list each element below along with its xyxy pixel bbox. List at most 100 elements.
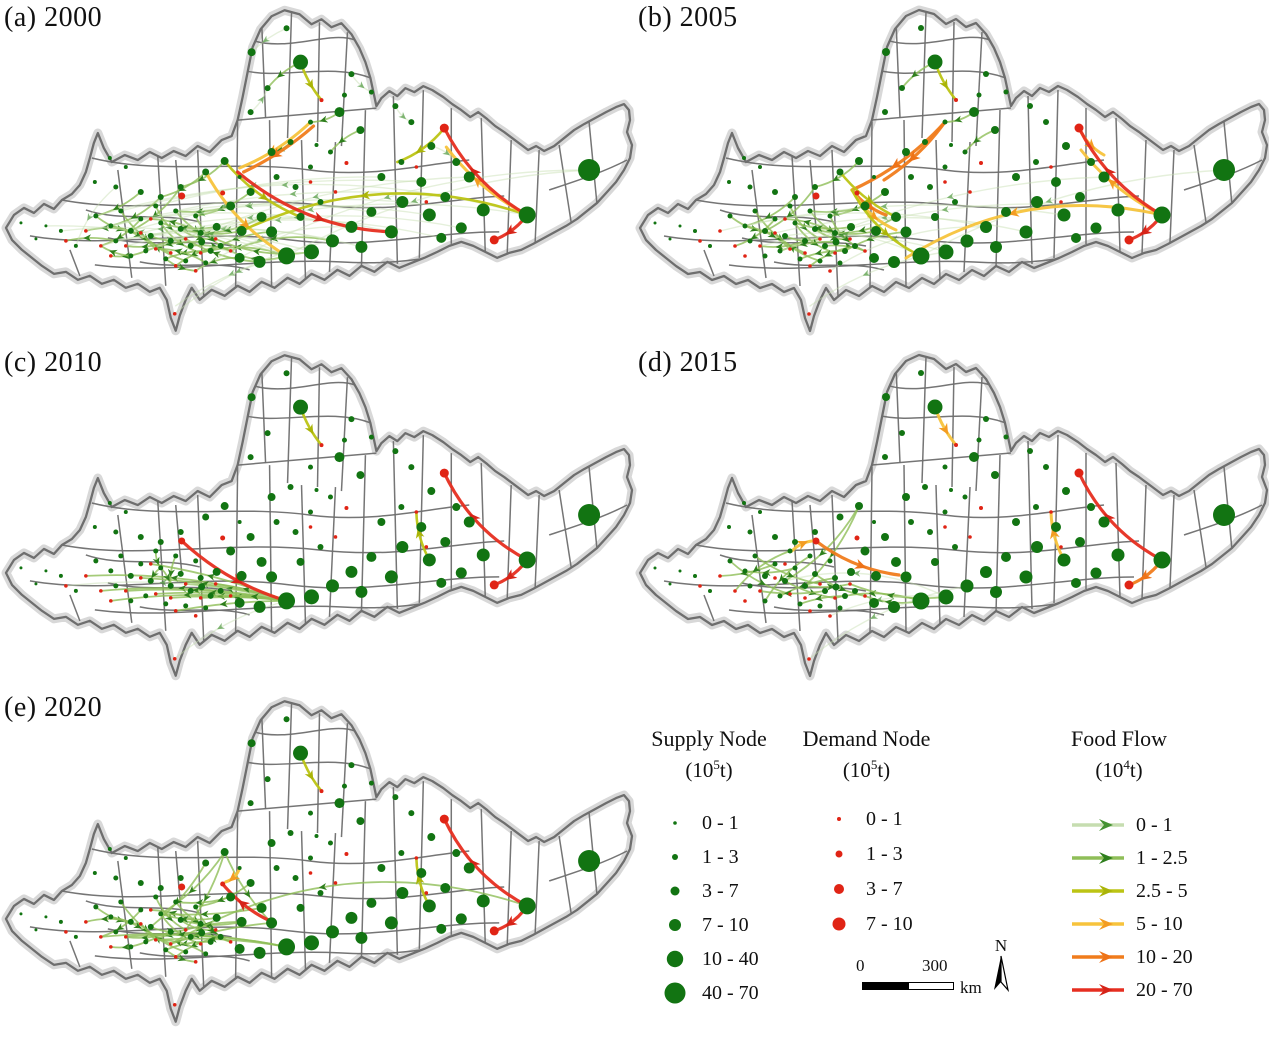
supply-node [308,164,314,170]
demand-node [84,229,88,233]
demand-node [1124,235,1134,245]
legend-flow-class-3-symbol [1072,918,1124,930]
supply-node [1027,103,1033,109]
supply-node [348,71,355,78]
supply-node [1087,158,1095,166]
supply-node [416,521,427,532]
supply-node [73,243,78,248]
demand-node [807,657,811,661]
supply-node [73,934,78,939]
supply-node [292,183,299,190]
supply-node [44,224,48,228]
supply-node [912,592,930,610]
legend-demand-class-1-label: 1 - 3 [866,842,903,865]
supply-node [384,916,398,930]
panel-label-2000: (a) 2000 [4,2,103,33]
supply-node [107,501,112,506]
supply-node [327,840,333,846]
supply-node [177,528,184,535]
supply-node [752,208,758,214]
demand-node [1059,545,1063,549]
demand-node [954,98,958,102]
supply-node [852,588,858,594]
legend-flow-class-3-label: 5 - 10 [1136,912,1183,935]
supply-node [127,572,134,579]
supply-node [1033,504,1039,510]
supply-node [1051,522,1061,532]
demand-node [308,525,313,529]
supply-node [128,253,134,259]
demand-node [863,594,867,598]
supply-node [869,598,879,608]
supply-node [427,487,436,496]
supply-node [143,248,149,254]
demand-node [833,251,837,255]
supply-node [384,225,398,239]
supply-node [1071,233,1081,243]
demand-node [228,940,233,944]
supply-node [377,517,386,526]
supply-node [827,558,833,564]
legend-supply-class-4-symbol [666,950,684,968]
demand-node [758,244,762,248]
supply-node [246,878,255,887]
supply-node [247,800,254,807]
supply-node [949,143,953,147]
supply-node [416,176,427,187]
supply-node [463,516,475,528]
supply-node [969,107,979,117]
supply-node [812,571,818,577]
supply-node [842,593,848,599]
supply-node [871,571,881,581]
supply-node [317,198,324,205]
supply-node [837,605,843,611]
demand-node [439,468,449,478]
demand-node [439,814,449,824]
supply-node [183,949,189,955]
supply-node [1057,208,1071,222]
supply-node [203,605,209,611]
supply-node [237,519,242,524]
demand-node [743,599,747,603]
supply-node [396,886,409,899]
panel-2020: (e) 2020 [0,690,637,1037]
legend-demand-class-3-symbol [832,917,846,931]
supply-node [990,586,1002,598]
demand-node [319,98,324,103]
demand-node [758,589,762,593]
supply-node [368,780,374,786]
supply-node [377,863,386,872]
supply-node [742,568,748,574]
supply-node [792,565,798,571]
demand-node [718,574,722,578]
panel-2000: (a) 2000 [0,0,637,345]
supply-node [158,220,164,226]
supply-node [173,208,179,214]
supply-node [408,810,415,817]
supply-node [772,534,778,540]
supply-node [902,148,910,156]
supply-node [377,172,386,181]
supply-node [345,220,358,233]
supply-node [1153,206,1171,224]
supply-node [392,794,399,801]
supply-node [1031,196,1043,208]
supply-node [107,847,112,852]
demand-node [308,180,313,184]
supply-node [237,865,242,870]
demand-node [854,535,860,541]
supply-node [836,513,844,521]
demand-node [153,592,158,596]
supply-node [758,165,762,169]
supply-node [217,242,224,249]
supply-node [747,184,753,190]
demand-node [818,582,822,586]
demand-node [173,609,178,613]
supply-node [398,159,405,166]
supply-node [19,912,23,916]
supply-node [287,830,294,837]
demand-node [424,200,429,204]
supply-node [1027,448,1033,454]
supply-node [93,904,99,910]
supply-node [202,168,210,176]
